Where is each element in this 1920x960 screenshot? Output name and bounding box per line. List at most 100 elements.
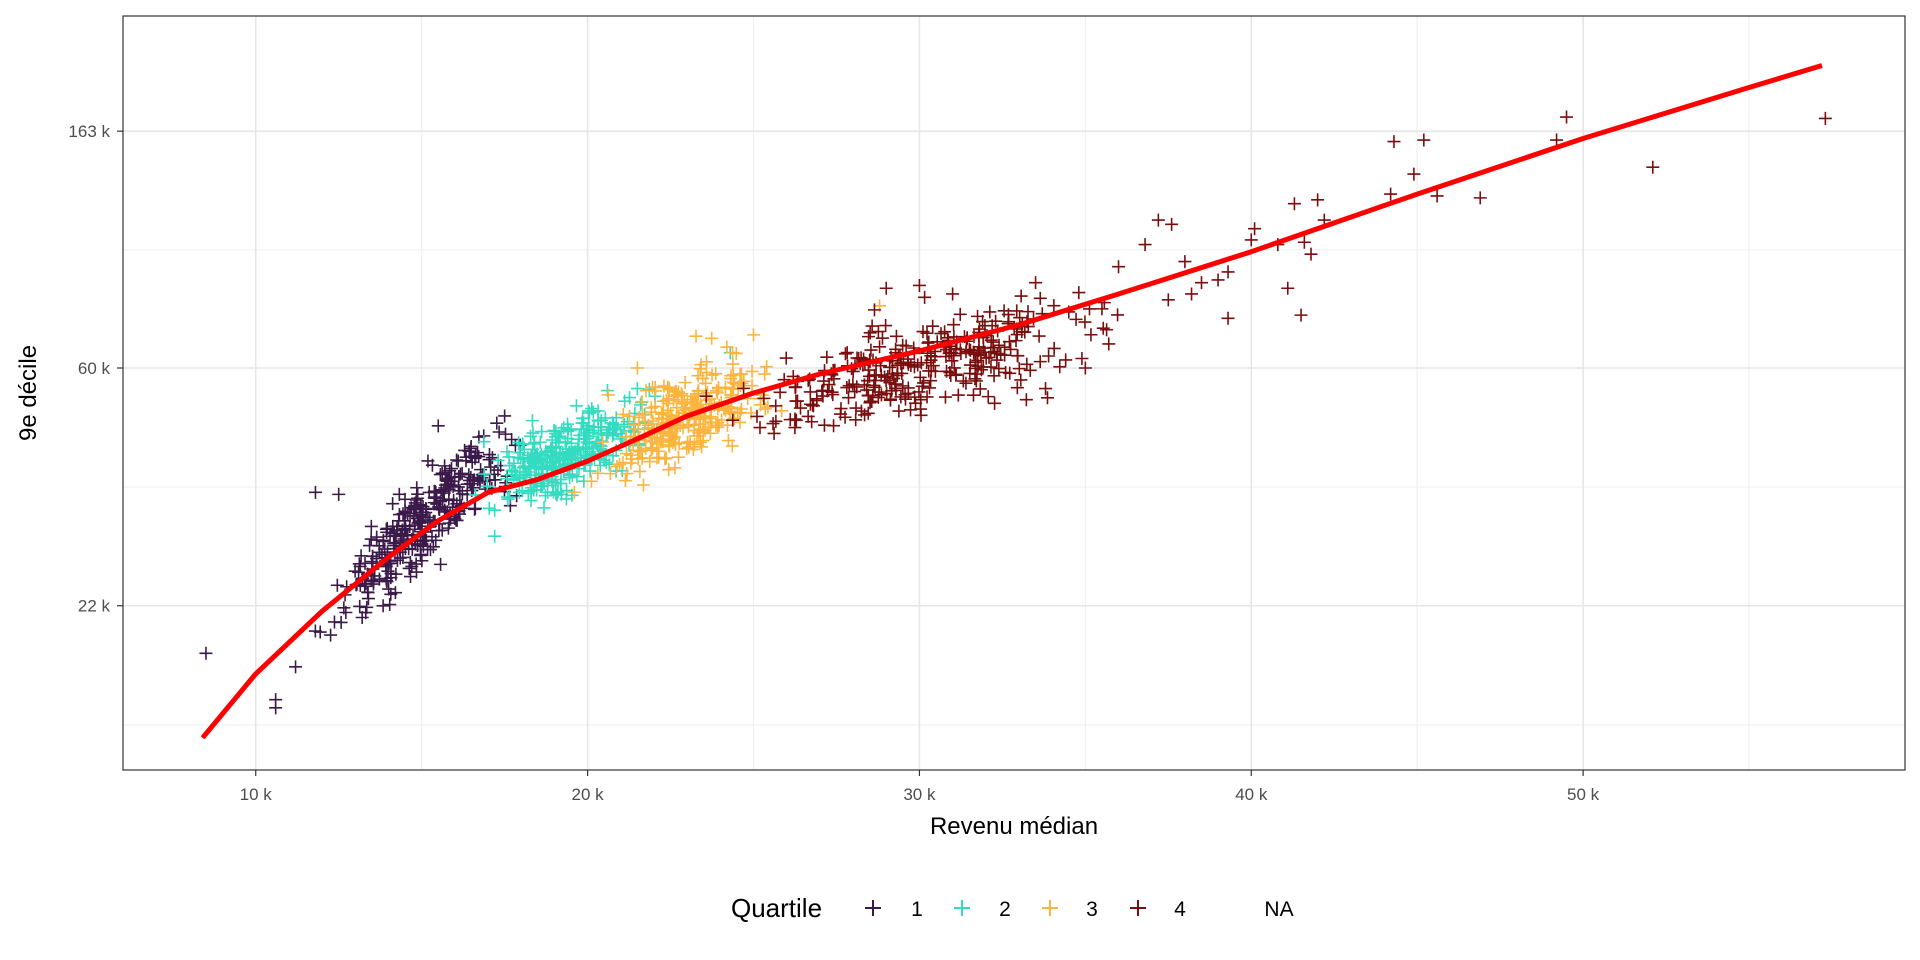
data-point-q4: [1430, 189, 1444, 203]
data-point-q2: [543, 444, 557, 458]
data-point-q1: [438, 478, 452, 492]
x-tick-label: 30 k: [903, 785, 936, 804]
data-point-q2: [526, 426, 540, 440]
data-point-q4: [988, 396, 1002, 410]
data-point-q2: [482, 501, 496, 515]
data-point-q3: [596, 435, 610, 449]
data-point-q3: [631, 423, 645, 437]
data-point-q1: [421, 510, 435, 524]
data-point-q4: [1165, 217, 1179, 231]
data-point-q1: [445, 462, 459, 476]
data-point-q3: [601, 388, 615, 402]
data-point-q4: [1248, 222, 1262, 236]
data-point-q3: [639, 384, 653, 398]
data-point-q3: [689, 329, 703, 343]
data-point-q3: [687, 418, 701, 432]
data-point-q3: [715, 413, 729, 427]
data-point-q4: [865, 319, 879, 333]
data-point-q4: [1178, 255, 1192, 269]
data-point-q4: [1023, 363, 1037, 377]
data-point-q1: [415, 554, 429, 568]
data-point-q3: [636, 408, 650, 422]
data-point-q2: [500, 472, 514, 486]
data-point-q4: [793, 401, 807, 415]
data-point-q3: [668, 461, 682, 475]
data-point-q4: [860, 383, 874, 397]
data-point-q3: [702, 392, 716, 406]
data-point-q4: [1033, 355, 1047, 369]
data-point-q4: [726, 413, 740, 427]
data-point-q4: [1194, 276, 1208, 290]
data-point-q4: [1041, 391, 1054, 405]
data-point-q4: [699, 389, 713, 403]
data-point-q4: [1221, 265, 1235, 279]
data-point-q4: [934, 327, 948, 341]
data-point-q2: [565, 448, 579, 462]
data-point-q4: [1185, 287, 1199, 301]
data-point-q1: [425, 458, 439, 472]
x-tick-label: 40 k: [1235, 785, 1268, 804]
data-point-q3: [616, 407, 630, 421]
data-point-q3: [632, 410, 646, 424]
data-point-q1: [324, 628, 338, 642]
data-point-q4: [806, 399, 820, 413]
y-tick-label: 22 k: [78, 597, 111, 616]
data-point-q1: [442, 516, 456, 530]
legend: Quartile 1 2 3 4 NA: [731, 893, 1294, 923]
data-point-q4: [874, 388, 888, 402]
data-point-q1: [339, 606, 353, 620]
data-point-q1: [353, 599, 367, 613]
data-point-q1: [484, 460, 498, 474]
data-point-q4: [862, 330, 876, 344]
data-point-q4: [998, 348, 1012, 362]
data-point-q4: [1020, 357, 1034, 371]
data-point-q4: [1100, 323, 1114, 337]
data-point-q3: [636, 478, 650, 492]
data-point-q4: [1473, 191, 1487, 205]
data-point-q1: [403, 556, 417, 570]
data-point-q4: [1297, 235, 1311, 249]
data-point-q2: [505, 464, 519, 478]
data-point-q1: [428, 490, 442, 504]
data-point-q4: [1294, 308, 1308, 322]
data-point-q3: [631, 443, 645, 457]
data-point-q4: [976, 360, 990, 374]
legend-label-3: 3: [1086, 898, 1098, 921]
data-point-q3: [623, 409, 637, 423]
data-point-q4: [817, 374, 831, 388]
data-point-q4: [1281, 281, 1295, 295]
data-point-q3: [726, 368, 740, 382]
data-point-q4: [963, 343, 977, 357]
data-point-q2: [524, 448, 538, 462]
data-point-q4: [816, 383, 830, 397]
data-point-q4: [1004, 342, 1018, 356]
data-point-q1: [376, 599, 390, 613]
data-point-q2: [525, 414, 539, 428]
data-point-q3: [655, 412, 669, 426]
data-point-q4: [914, 356, 928, 370]
y-axis-title: 9e décile: [15, 345, 42, 441]
data-point-q4: [1009, 334, 1023, 348]
data-point-q3: [603, 467, 617, 481]
data-point-q4: [990, 347, 1004, 361]
data-point-q2: [561, 422, 575, 436]
data-point-q1: [469, 449, 483, 463]
data-point-q4: [1021, 305, 1035, 319]
data-point-q1: [431, 419, 445, 433]
data-point-q4: [971, 309, 985, 323]
data-point-q3: [633, 445, 647, 459]
data-point-q1: [332, 487, 346, 501]
data-point-q1: [404, 570, 418, 584]
data-point-q4: [872, 385, 886, 399]
data-point-q4: [769, 414, 783, 428]
data-point-q4: [1112, 260, 1126, 274]
data-point-q3: [745, 364, 759, 378]
data-point-q4: [834, 402, 848, 416]
data-point-q4: [947, 349, 961, 363]
data-point-q4: [766, 417, 780, 431]
data-point-q4: [989, 314, 1003, 328]
data-point-q4: [750, 409, 764, 423]
plot-panel-background: [123, 16, 1905, 770]
data-point-q1: [360, 600, 374, 614]
data-point-q1: [426, 540, 440, 554]
